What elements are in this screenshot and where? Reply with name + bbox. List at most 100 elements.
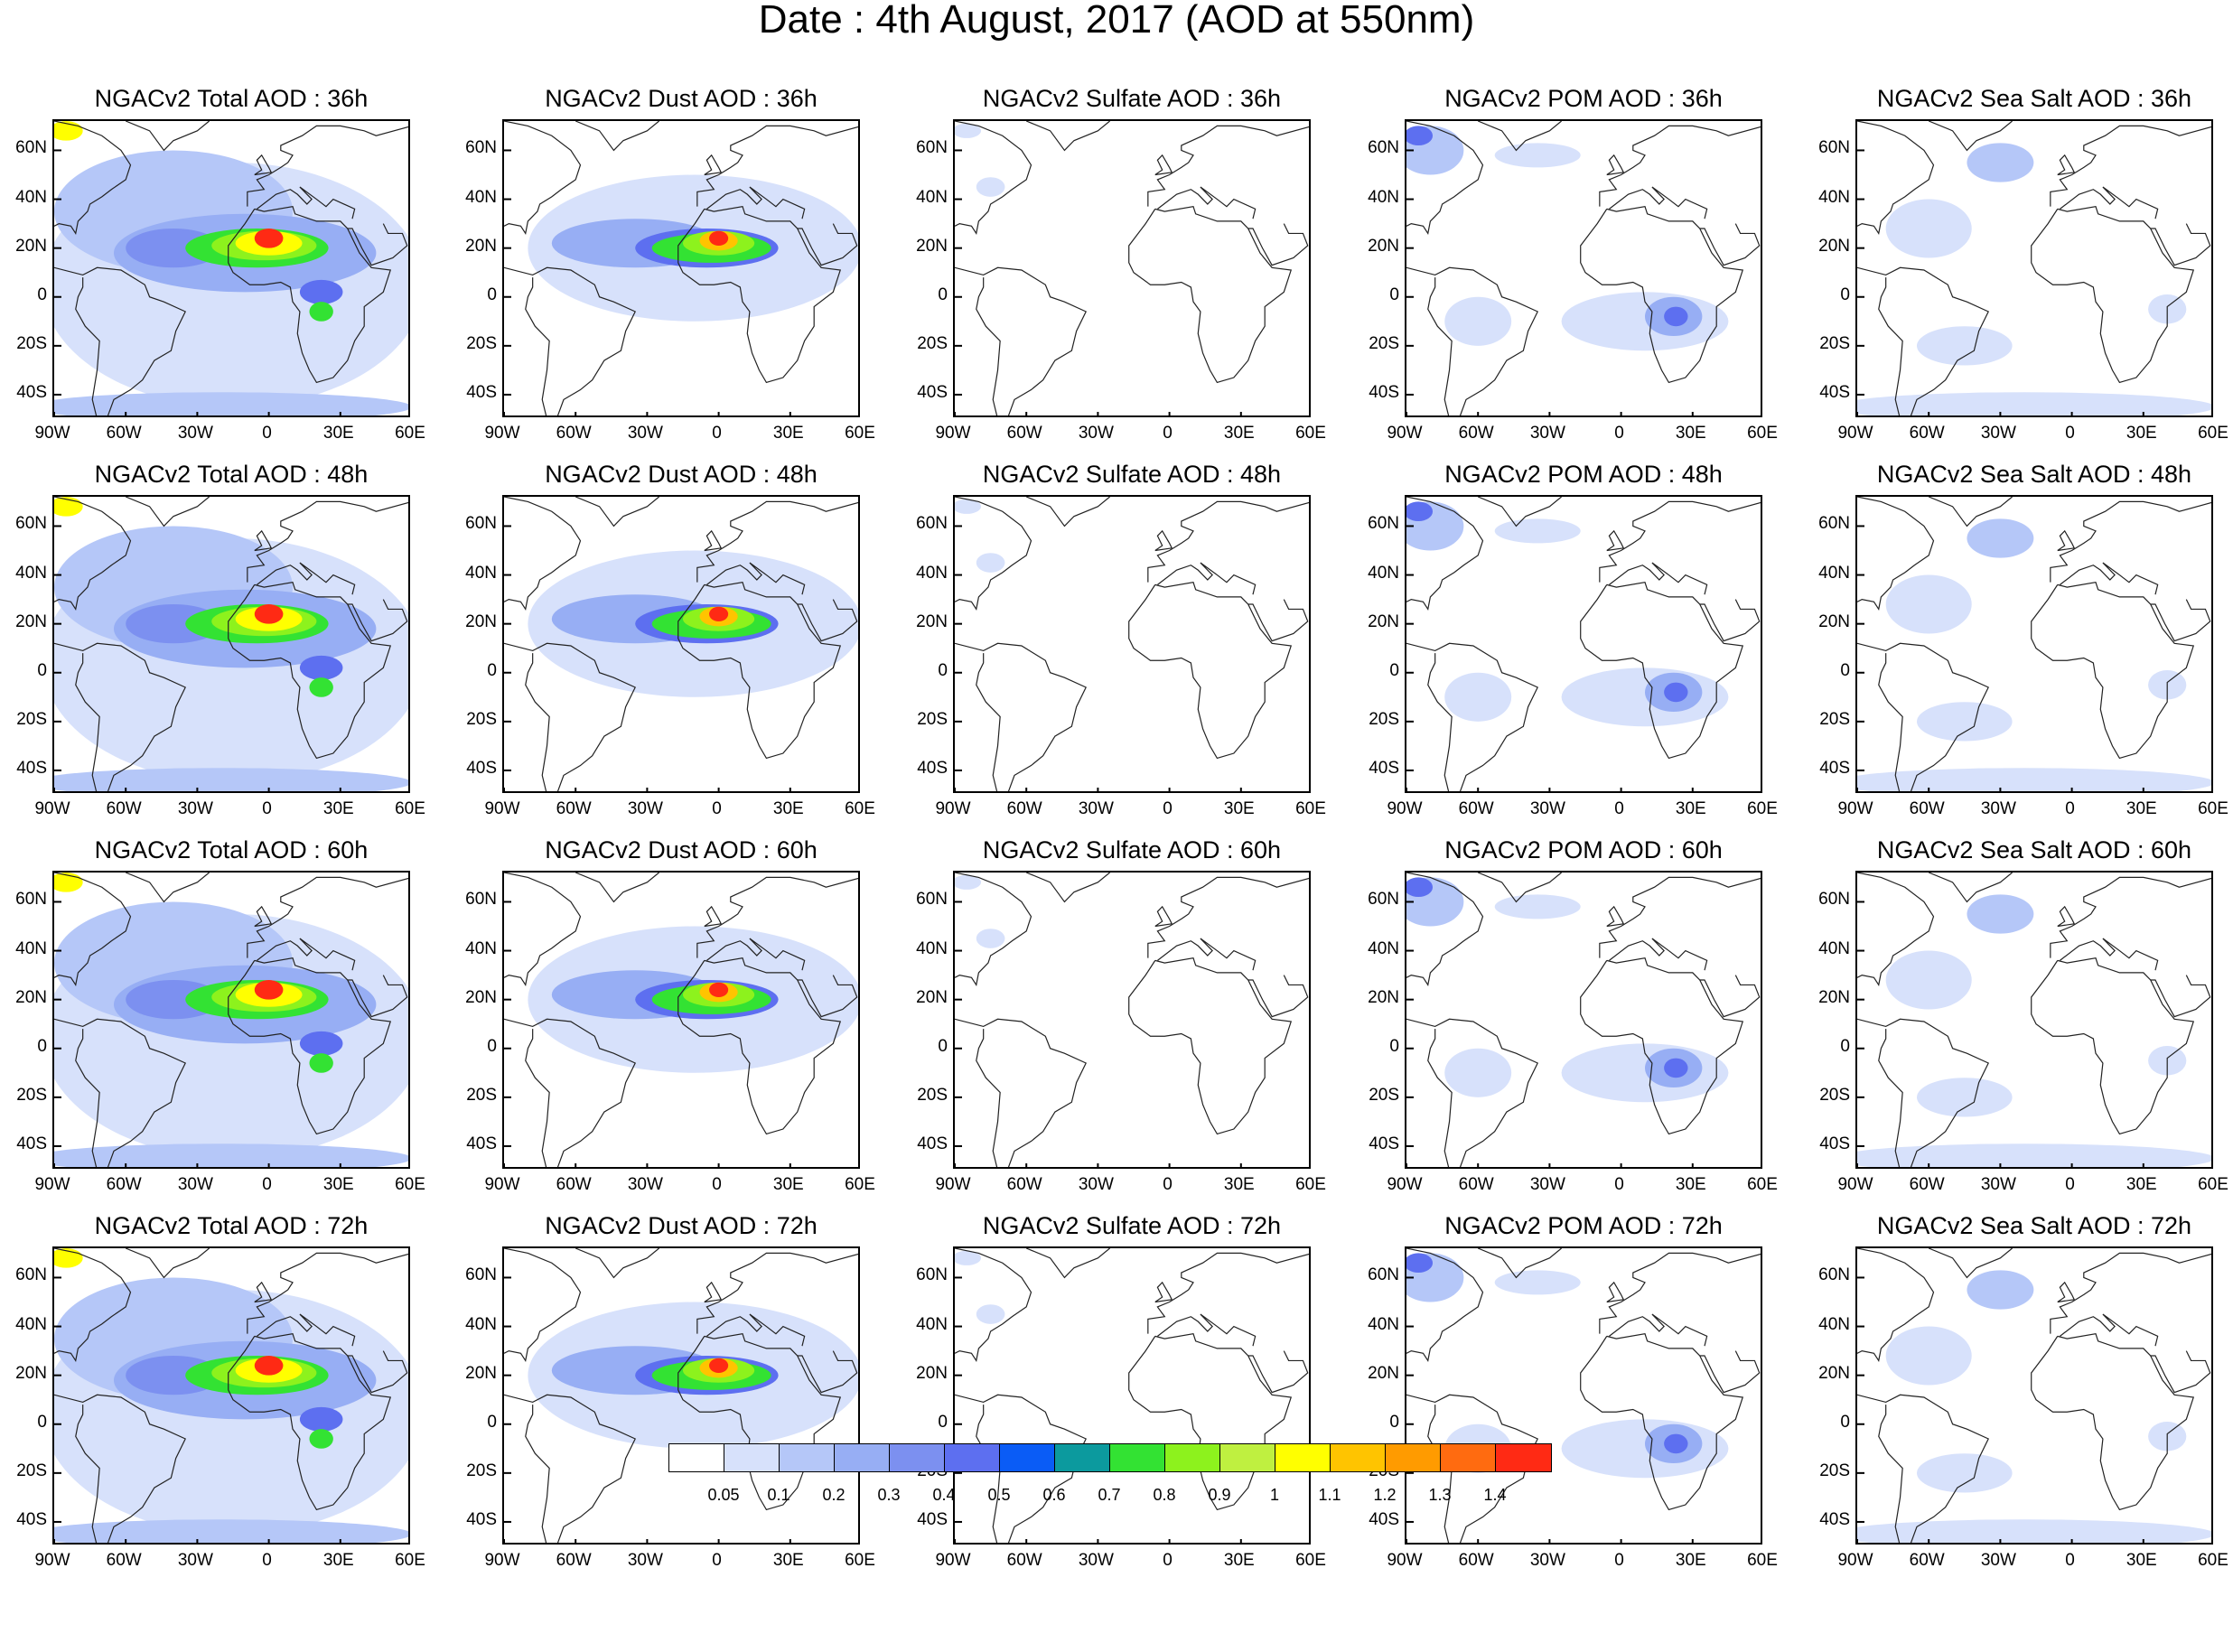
aod-plume <box>1494 143 1581 168</box>
lat-label: 0 <box>938 1412 948 1432</box>
lat-label: 0 <box>1840 285 1850 304</box>
map-panel-seasalt-60h <box>1855 871 2213 1169</box>
colorbar-cell <box>724 1444 780 1471</box>
lat-label: 40N <box>465 187 497 207</box>
coastline <box>504 121 582 235</box>
aod-plume <box>54 1143 408 1167</box>
coastline <box>797 223 858 266</box>
lon-label: 0 <box>2065 424 2075 443</box>
coastline <box>125 121 210 152</box>
lon-label: 30E <box>322 1551 354 1570</box>
lon-label: 30E <box>1675 424 1706 443</box>
coastline <box>2060 562 2159 595</box>
lat-label: 40S <box>917 1509 948 1529</box>
aod-plume <box>1857 768 2211 791</box>
lon-label: 0 <box>712 1175 722 1194</box>
panel-title: NGACv2 POM AOD : 60h <box>1444 836 1723 863</box>
lon-label: 60W <box>1006 424 1042 443</box>
coastline <box>1477 873 1562 903</box>
lon-label: 30W <box>1980 1175 2016 1194</box>
lon-label: 30W <box>177 1175 213 1194</box>
panel-title: NGACv2 Sulfate AOD : 48h <box>982 461 1282 488</box>
colorbar-cell <box>1055 1444 1110 1471</box>
lat-label: 40N <box>1818 938 1850 958</box>
colorbar-cell <box>1110 1444 1165 1471</box>
coastline <box>1477 497 1562 527</box>
aod-plume <box>1664 1433 1688 1454</box>
lon-label: 90W <box>1387 799 1423 818</box>
lon-label: 30E <box>772 1175 804 1194</box>
coastline <box>2057 1281 2076 1303</box>
coastline <box>1406 121 1484 235</box>
aod-plume <box>955 499 982 514</box>
coastline <box>54 1248 132 1362</box>
lon-label: 30E <box>1675 799 1706 818</box>
coastline <box>257 938 356 971</box>
aod-plume <box>1406 126 1434 146</box>
coastline <box>706 186 806 219</box>
coastline <box>1699 599 1761 642</box>
lat-label: 60N <box>1368 514 1399 534</box>
map-panel-total-36h <box>52 119 410 417</box>
map-panel-dust-36h <box>502 119 860 417</box>
aod-plume <box>976 177 1005 197</box>
aod-plume <box>709 606 729 621</box>
lat-label: 40S <box>917 1134 948 1153</box>
lon-label: 90W <box>34 424 70 443</box>
coastline <box>2057 905 2076 928</box>
lon-label: 30W <box>1529 799 1565 818</box>
coastline <box>2060 1313 2159 1347</box>
lon-label: 90W <box>1387 1551 1423 1570</box>
lat-label: 20N <box>465 987 497 1007</box>
coastline <box>704 529 723 552</box>
aod-field <box>1857 497 2211 791</box>
coastline <box>2031 957 2195 1135</box>
coastline <box>2050 1252 2211 1334</box>
lon-label: 0 <box>1614 1551 1624 1570</box>
lat-label: 0 <box>1389 1412 1399 1432</box>
coastline <box>696 125 858 207</box>
lat-label: 40S <box>466 382 497 402</box>
lat-label: 60N <box>1368 138 1399 158</box>
aod-plume <box>1885 1326 1972 1386</box>
map-panel-seasalt-36h <box>1855 119 2213 417</box>
lon-label: 30E <box>772 799 804 818</box>
coastline <box>54 642 187 791</box>
coastline <box>2150 599 2211 642</box>
map-panel-dust-60h <box>502 871 860 1169</box>
coastline <box>704 905 723 928</box>
lat-label: 20S <box>466 1085 497 1105</box>
aod-plume <box>54 392 408 415</box>
coastline <box>704 1281 723 1303</box>
lat-label: 20N <box>916 987 948 1007</box>
lon-label: 60W <box>1458 424 1494 443</box>
coastline <box>247 125 408 207</box>
coastline <box>1699 223 1761 266</box>
lat-label: 20N <box>465 236 497 256</box>
coastline <box>955 873 1032 986</box>
coastline <box>797 1350 858 1394</box>
lon-label: 30W <box>1078 1551 1114 1570</box>
coastline <box>1128 205 1293 384</box>
lat-label: 60N <box>15 514 47 534</box>
coastline <box>257 562 356 595</box>
lon-label: 90W <box>1837 1551 1873 1570</box>
coastline <box>696 1252 858 1334</box>
lon-label: 0 <box>262 424 272 443</box>
lat-label: 20S <box>16 1085 47 1105</box>
lon-label: 30W <box>177 799 213 818</box>
lon-label: 60E <box>395 799 425 818</box>
lon-label: 0 <box>1163 799 1173 818</box>
coastline <box>257 186 356 219</box>
aod-plume <box>1967 1270 2034 1310</box>
aod-plume <box>309 1053 333 1073</box>
colorbar-cell <box>1386 1444 1441 1471</box>
lat-label: 20S <box>1819 1085 1850 1105</box>
lat-label: 20N <box>916 236 948 256</box>
lon-label: 30W <box>1980 424 2016 443</box>
lon-label: 60W <box>1909 1551 1945 1570</box>
lat-label: 20N <box>1368 236 1399 256</box>
lat-label: 20S <box>1819 709 1850 729</box>
lat-label: 40S <box>1369 1509 1399 1529</box>
aod-plume <box>1885 950 1972 1010</box>
